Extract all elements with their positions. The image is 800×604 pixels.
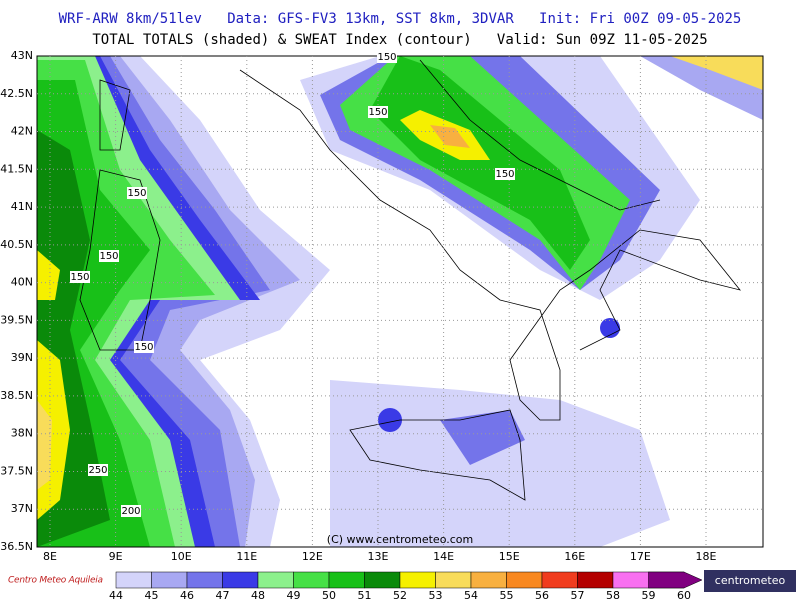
colorbar-arrow	[648, 571, 703, 589]
colorbar-cell	[506, 571, 543, 589]
logo-right: centrometeo	[715, 574, 786, 587]
colorbar-cell	[577, 571, 614, 589]
lon-label: 15E	[499, 550, 520, 563]
lon-label: 17E	[630, 550, 651, 563]
lat-label: 41N	[11, 200, 33, 213]
colorbar-cell	[257, 571, 294, 589]
lon-label: 12E	[302, 550, 323, 563]
colorbar-label: 52	[393, 589, 407, 600]
lon-label: 14E	[433, 550, 454, 563]
colorbar-cell	[293, 571, 330, 589]
lon-label: 11E	[236, 550, 257, 563]
contour-label: 150	[127, 188, 146, 199]
colorbar-cell	[115, 571, 152, 589]
colorbar-label: 56	[535, 589, 549, 600]
contour-label: 250	[88, 465, 107, 476]
lat-label: 42.5N	[0, 87, 33, 100]
colorbar-label: 48	[251, 589, 265, 600]
colorbar-cell	[399, 571, 436, 589]
contour-label-bg	[121, 505, 141, 517]
colorbar-cell	[186, 571, 223, 589]
lat-label: 42N	[11, 125, 33, 138]
contour-label-bg	[99, 250, 119, 262]
contour-label-bg	[70, 271, 90, 283]
header-line-1: WRF-ARW 8km/51lev Data: GFS-FV3 13km, SS…	[59, 11, 742, 27]
colorbar-cell	[328, 571, 365, 589]
colorbar-cell	[541, 571, 578, 589]
map-frame	[36, 55, 764, 548]
header-line-2: TOTAL TOTALS (shaded) & SWEAT Index (con…	[92, 32, 707, 48]
colorbar-label: 60	[677, 589, 691, 600]
colorbar-cell	[222, 571, 259, 589]
lat-label: 37.5N	[0, 464, 33, 477]
colorbar-cell	[364, 571, 401, 589]
colorbar-label: 55	[500, 589, 514, 600]
contour-label-bg	[134, 341, 154, 353]
lat-label: 38N	[11, 427, 33, 440]
contour-label-bg	[127, 187, 147, 199]
lat-label: 43N	[11, 49, 33, 62]
lon-label: 8E	[43, 550, 57, 563]
logo-left: Centro Meteo Aquileia	[8, 576, 103, 586]
lat-label: 40N	[11, 276, 33, 289]
logo-right-bg	[704, 570, 796, 592]
colorbar-label: 46	[180, 589, 194, 600]
colorbar-label: 47	[216, 589, 230, 600]
map-field	[37, 56, 763, 547]
colorbar-label: 53	[429, 589, 443, 600]
colorbar-cell	[151, 571, 188, 589]
contour-label: 150	[99, 251, 118, 262]
lat-label: 37N	[11, 502, 33, 515]
lat-label: 41.5N	[0, 162, 33, 175]
contour-label: 200	[121, 506, 140, 517]
credit: (C) www.centrometeo.com	[327, 533, 473, 546]
colorbar-label: 59	[642, 589, 656, 600]
contour-label-bg	[377, 51, 397, 63]
lon-label: 13E	[368, 550, 389, 563]
contour-label-bg	[88, 464, 108, 476]
contour-label-bg	[495, 168, 515, 180]
colorbar-cell	[435, 571, 472, 589]
colorbar-label: 54	[464, 589, 478, 600]
contour-label: 150	[70, 272, 89, 283]
contour-label-bg	[368, 106, 388, 118]
colorbar-label: 44	[109, 589, 123, 600]
lat-label: 39.5N	[0, 313, 33, 326]
colorbar-label: 49	[287, 589, 301, 600]
colorbar-label: 57	[571, 589, 585, 600]
lat-label: 36.5N	[0, 540, 33, 553]
lon-label: 9E	[109, 550, 123, 563]
contour-label: 150	[368, 107, 387, 118]
lon-label: 10E	[171, 550, 192, 563]
colorbar-cell	[470, 571, 507, 589]
lon-label: 18E	[696, 550, 717, 563]
lon-label: 16E	[564, 550, 585, 563]
lat-label: 40.5N	[0, 238, 33, 251]
lat-label: 39N	[11, 351, 33, 364]
colorbar-label: 50	[322, 589, 336, 600]
contour-label: 150	[377, 52, 396, 63]
lat-label: 38.5N	[0, 389, 33, 402]
colorbar-label: 58	[606, 589, 620, 600]
colorbar-label: 45	[145, 589, 159, 600]
colorbar-cell	[612, 571, 649, 589]
colorbar-label: 51	[358, 589, 372, 600]
contour-label: 150	[134, 342, 153, 353]
contour-label: 150	[495, 169, 514, 180]
